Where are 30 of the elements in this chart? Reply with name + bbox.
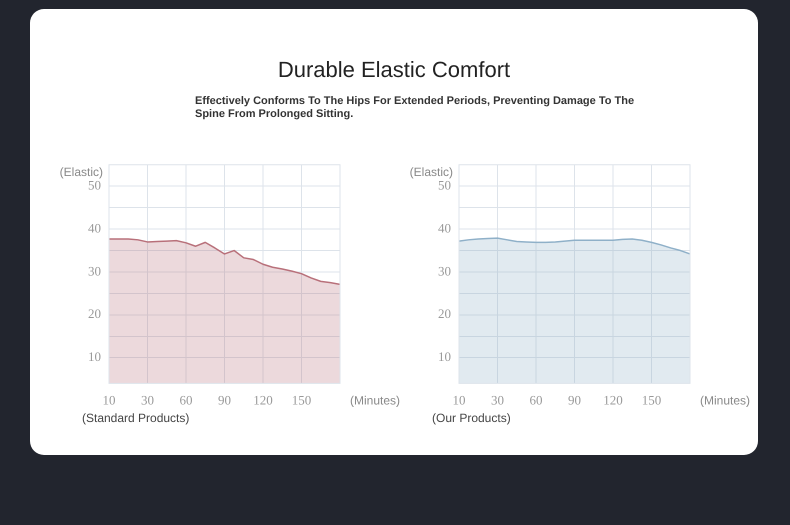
x-tick-label: 150 bbox=[642, 392, 662, 408]
x-tick-label: 60 bbox=[530, 392, 542, 408]
x-tick-label: 30 bbox=[491, 392, 504, 408]
y-tick-label: 20 bbox=[438, 306, 451, 322]
text: Effectively Conforms To The Hips For Extended Periods, Preventing Damage To The Spine From Prolonged Sitting. bbox=[195, 95, 635, 121]
y-tick-label: 40 bbox=[88, 220, 101, 236]
y-tick-label: 30 bbox=[438, 263, 451, 278]
y-tick-label: 50 bbox=[88, 178, 101, 193]
y-tick-label: 10 bbox=[88, 349, 101, 364]
x-tick-label: 90 bbox=[568, 392, 581, 408]
x-tick-label: 120 bbox=[253, 392, 273, 408]
x-tick-label: 10 bbox=[102, 392, 116, 408]
x-tick-label: 90 bbox=[218, 392, 231, 408]
x-tick-label: 30 bbox=[141, 392, 154, 408]
y-tick-label: 30 bbox=[88, 263, 101, 278]
x-tick-label: 60 bbox=[180, 392, 192, 408]
x-tick-label: 10 bbox=[452, 392, 466, 408]
y-axis-title: (Elastic) bbox=[410, 165, 453, 180]
x-tick-label: 120 bbox=[603, 392, 623, 408]
y-tick-label: 50 bbox=[438, 178, 451, 193]
x-axis-title: (Minutes) bbox=[700, 394, 750, 408]
x-tick-label: 150 bbox=[292, 392, 312, 408]
text: Durable Elastic Comfort bbox=[276, 57, 512, 83]
text: (Our Products) bbox=[432, 411, 511, 425]
y-tick-label: 20 bbox=[88, 306, 101, 322]
y-axis-title: (Elastic) bbox=[60, 165, 103, 180]
y-tick-label: 10 bbox=[438, 349, 451, 364]
x-axis-title: (Minutes) bbox=[350, 394, 400, 408]
text: (Standard Products) bbox=[82, 411, 190, 425]
y-tick-label: 40 bbox=[438, 220, 451, 236]
